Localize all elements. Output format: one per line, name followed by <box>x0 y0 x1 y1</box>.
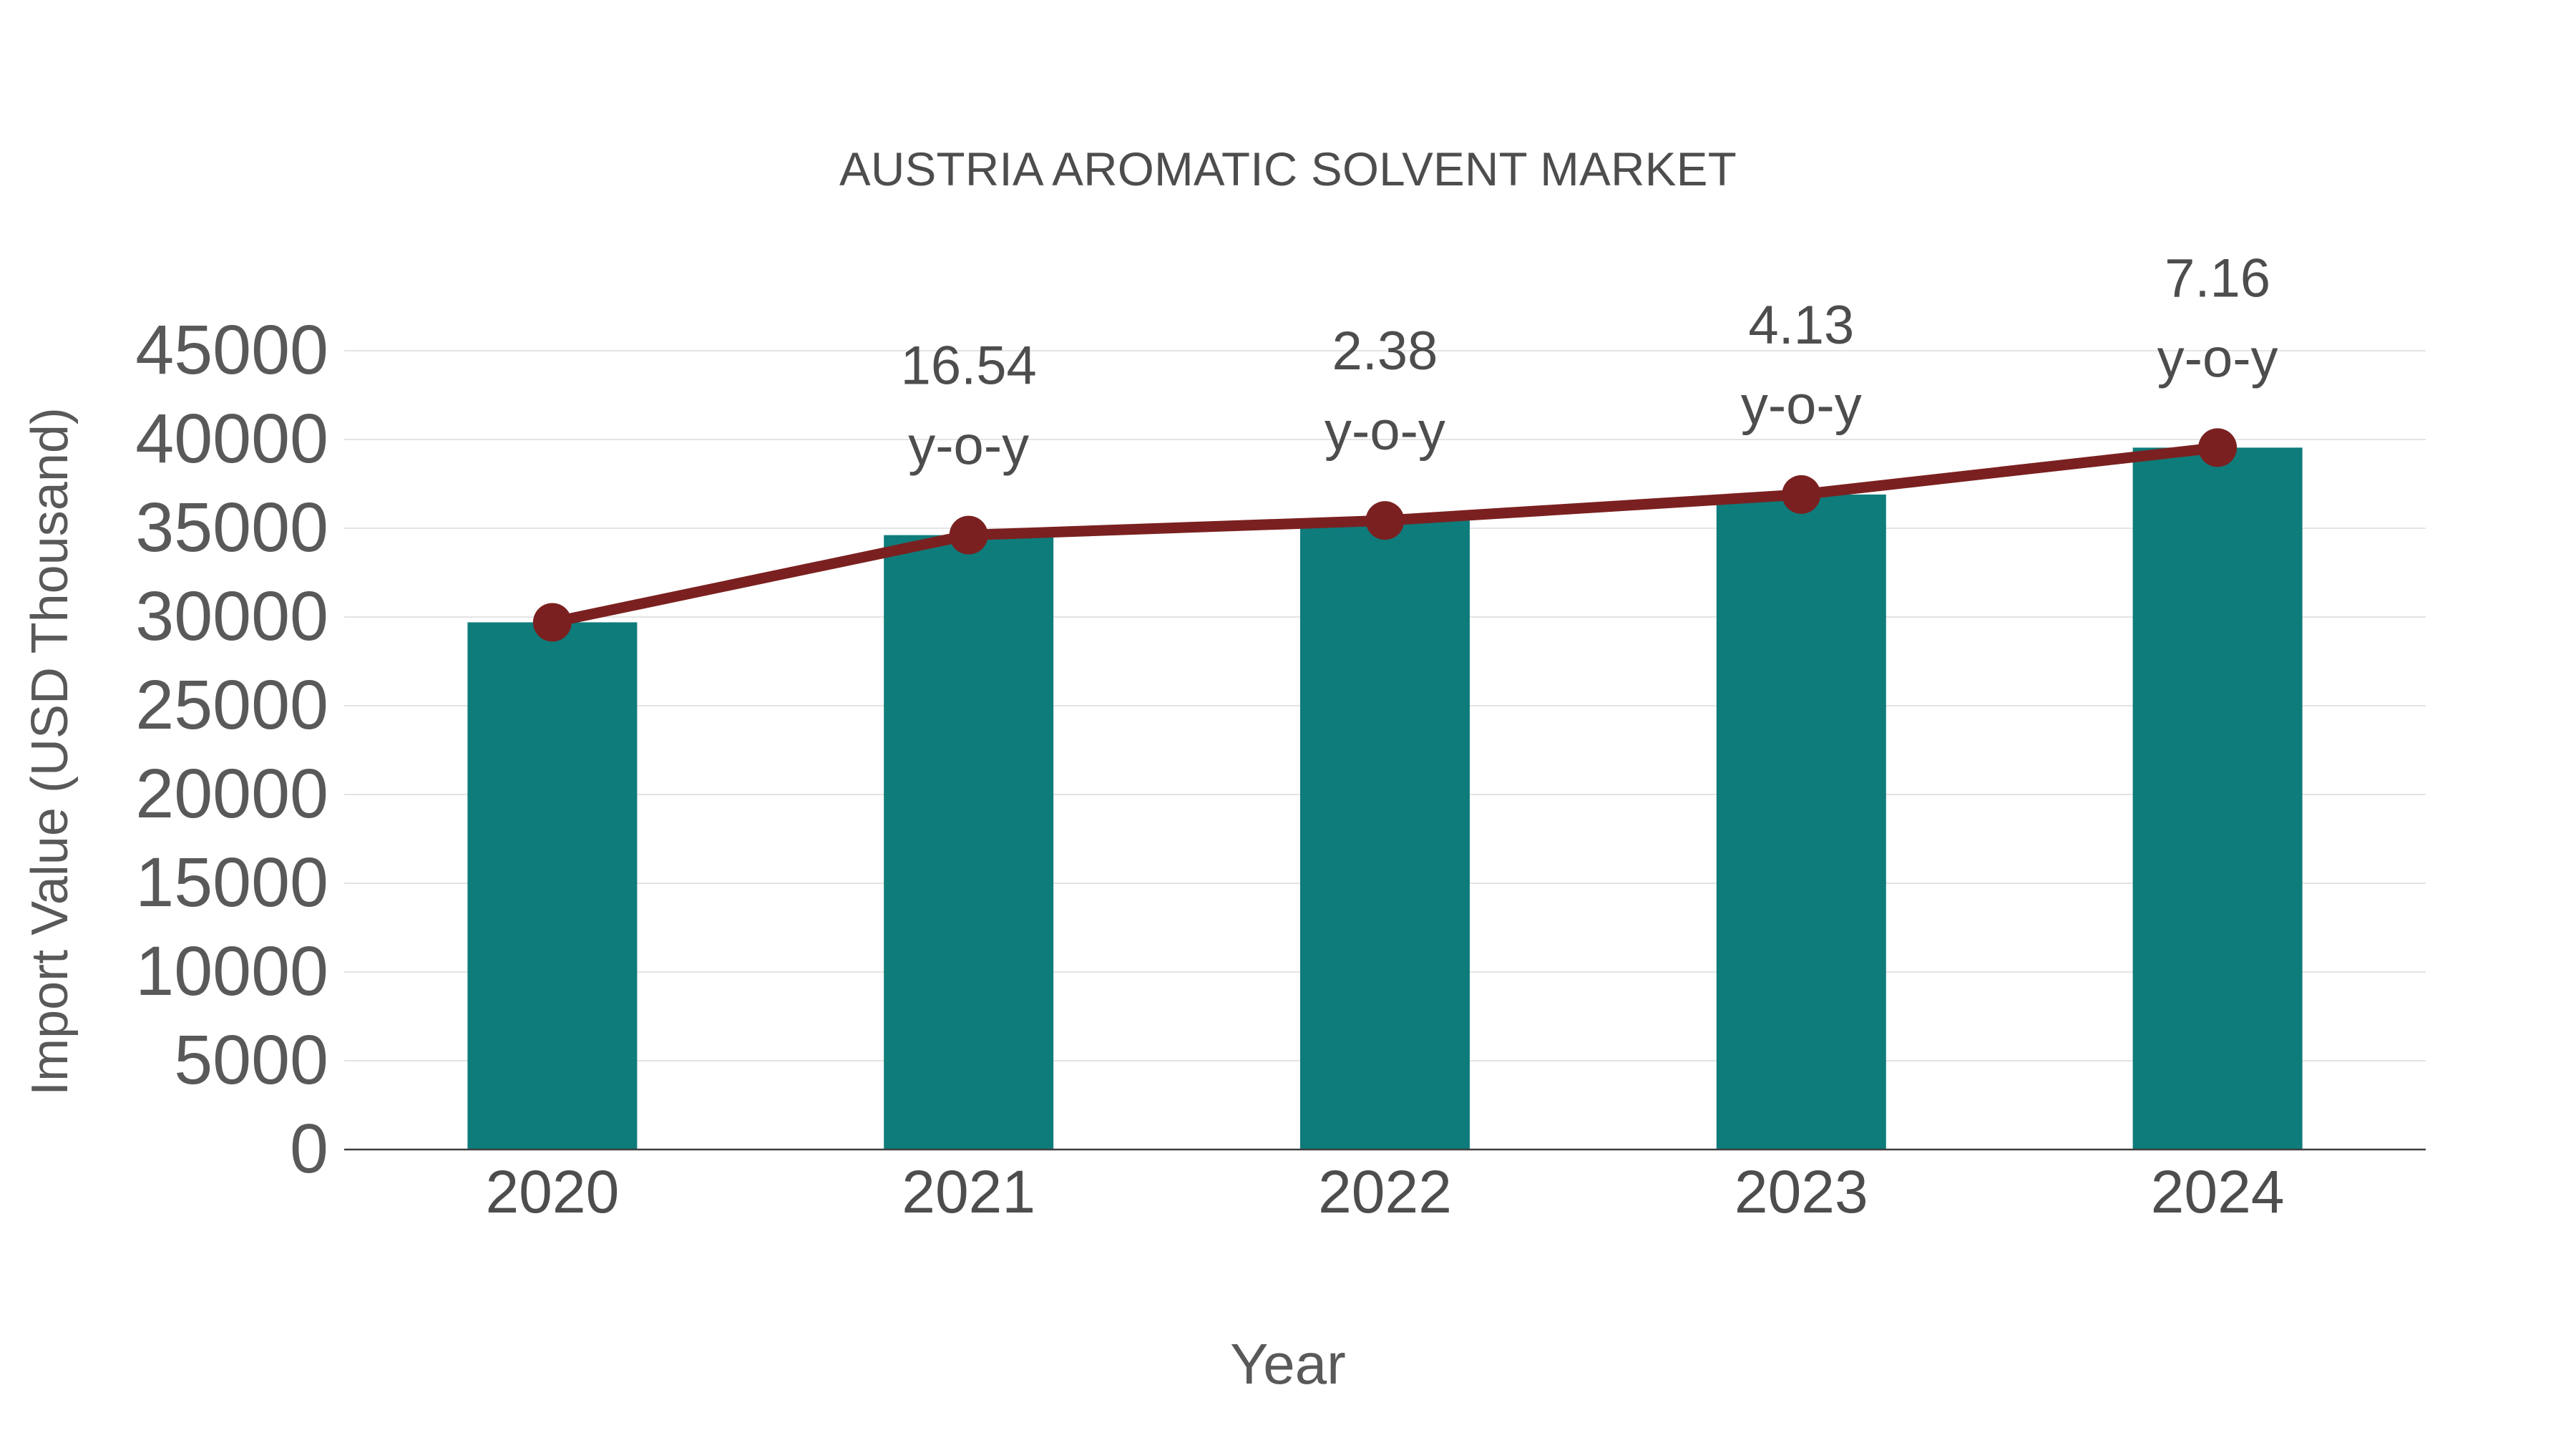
svg-text:2023: 2023 <box>1735 1158 1868 1225</box>
svg-text:20000: 20000 <box>135 754 328 832</box>
svg-text:4.13: 4.13 <box>1748 295 1854 356</box>
svg-text:y-o-y: y-o-y <box>1741 375 1862 436</box>
svg-text:2024: 2024 <box>2151 1158 2285 1225</box>
svg-text:2020: 2020 <box>485 1158 619 1225</box>
svg-text:35000: 35000 <box>135 488 328 566</box>
svg-text:y-o-y: y-o-y <box>2157 328 2278 389</box>
svg-text:5000: 5000 <box>174 1021 328 1099</box>
svg-text:25000: 25000 <box>135 666 328 744</box>
svg-text:16.54: 16.54 <box>901 336 1037 397</box>
svg-text:y-o-y: y-o-y <box>1324 401 1445 462</box>
svg-text:0: 0 <box>290 1109 328 1187</box>
svg-text:7.16: 7.16 <box>2165 248 2270 308</box>
svg-text:y-o-y: y-o-y <box>908 416 1029 477</box>
svg-text:10000: 10000 <box>135 932 328 1010</box>
svg-text:2022: 2022 <box>1318 1158 1452 1225</box>
svg-text:2021: 2021 <box>902 1158 1035 1225</box>
svg-text:40000: 40000 <box>135 399 328 477</box>
svg-text:2.38: 2.38 <box>1332 321 1438 382</box>
svg-text:15000: 15000 <box>135 843 328 921</box>
svg-text:30000: 30000 <box>135 577 328 655</box>
svg-text:45000: 45000 <box>135 311 328 389</box>
